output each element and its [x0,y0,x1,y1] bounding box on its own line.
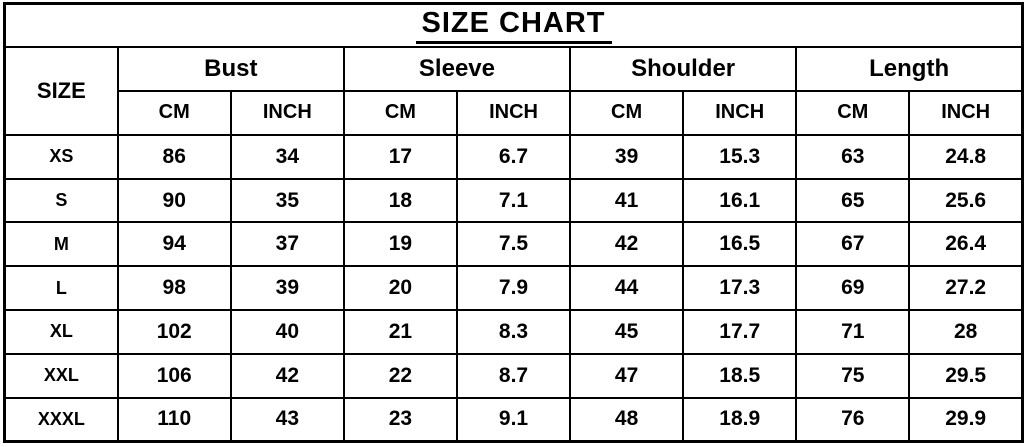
table-cell: 102 [116,309,232,355]
table-row-l: L 98 39 20 7.9 44 17.3 69 27.2 [3,265,1024,312]
table-cell: 21 [342,309,458,355]
table-cell: 7.9 [455,265,572,312]
unit-header-shoulder-inch: INCH [682,90,798,136]
table-cell: 48 [569,396,685,443]
unit-header-bust-inch: INCH [229,90,345,136]
table-cell: 8.7 [455,352,572,399]
table-cell: 37 [229,221,345,268]
table-cell: 94 [116,221,232,268]
table-cell: 28 [908,309,1024,355]
unit-header-length-inch: INCH [908,90,1024,136]
table-cell: 63 [795,133,911,180]
row-size-label: M [3,221,119,268]
row-size-label: XS [3,133,119,180]
table-cell: 34 [229,133,345,180]
unit-header-length-cm: CM [795,90,911,136]
row-size-label: XXXL [3,396,119,443]
table-cell: 18.5 [682,352,798,399]
table-cell: 7.5 [455,221,572,268]
table-row-xxl: XXL 106 42 22 8.7 47 18.5 75 29.5 [3,352,1024,399]
table-cell: 39 [569,133,685,180]
title-row: SIZE CHART [3,2,1024,49]
table-cell: 90 [116,177,232,224]
table-cell: 17.3 [682,265,798,312]
table-cell: 29.5 [908,352,1024,399]
table-cell: 42 [569,221,685,268]
table-cell: 25.6 [908,177,1024,224]
table-cell: 16.1 [682,177,798,224]
row-size-label: L [3,265,119,312]
table-cell: 17.7 [682,309,798,355]
table-cell: 17 [342,133,458,180]
table-row-m: M 94 37 19 7.5 42 16.5 67 26.4 [3,221,1024,268]
unit-header-sleeve-inch: INCH [455,90,572,136]
column-header-size: SIZE [3,46,119,136]
table-cell: 45 [569,309,685,355]
table-cell: 98 [116,265,232,312]
table-cell: 18 [342,177,458,224]
table-cell: 106 [116,352,232,399]
table-cell: 19 [342,221,458,268]
table-cell: 47 [569,352,685,399]
table-cell: 41 [569,177,685,224]
page-title: SIZE CHART [3,2,1024,49]
table-cell: 42 [229,352,345,399]
unit-header-bust-cm: CM [116,90,232,136]
table-cell: 39 [229,265,345,312]
row-size-label: S [3,177,119,224]
size-chart-table: SIZE CHART SIZE Bust Sleeve Shoulder Len… [3,2,1024,443]
table-cell: 71 [795,309,911,355]
page-title-text: SIZE CHART [415,7,612,45]
table-cell: 69 [795,265,911,312]
table-cell: 18.9 [682,396,798,443]
table-cell: 110 [116,396,232,443]
table-cell: 22 [342,352,458,399]
table-row-s: S 90 35 18 7.1 41 16.1 65 25.6 [3,177,1024,224]
table-cell: 29.9 [908,396,1024,443]
table-cell: 40 [229,309,345,355]
column-group-shoulder: Shoulder [569,46,798,93]
table-row-xl: XL 102 40 21 8.3 45 17.7 71 28 [3,309,1024,355]
table-cell: 8.3 [455,309,572,355]
table-cell: 24.8 [908,133,1024,180]
table-cell: 26.4 [908,221,1024,268]
table-cell: 6.7 [455,133,572,180]
table-row-xs: XS 86 34 17 6.7 39 15.3 63 24.8 [3,133,1024,180]
table-cell: 65 [795,177,911,224]
unit-header-shoulder-cm: CM [569,90,685,136]
table-cell: 27.2 [908,265,1024,312]
table-cell: 9.1 [455,396,572,443]
column-group-length: Length [795,46,1024,93]
table-cell: 15.3 [682,133,798,180]
table-cell: 75 [795,352,911,399]
table-cell: 43 [229,396,345,443]
row-size-label: XL [3,309,119,355]
unit-header-row: CM INCH CM INCH CM INCH CM INCH [5,90,1024,136]
row-size-label: XXL [3,352,119,399]
table-cell: 20 [342,265,458,312]
table-cell: 7.1 [455,177,572,224]
table-cell: 67 [795,221,911,268]
table-cell: 23 [342,396,458,443]
column-group-bust: Bust [116,46,345,93]
table-cell: 86 [116,133,232,180]
group-header-row: SIZE Bust Sleeve Shoulder Length [3,46,1024,136]
table-cell: 44 [569,265,685,312]
column-group-sleeve: Sleeve [342,46,572,93]
unit-header-sleeve-cm: CM [342,90,458,136]
table-cell: 35 [229,177,345,224]
table-cell: 76 [795,396,911,443]
table-row-xxxl: XXXL 110 43 23 9.1 48 18.9 76 29.9 [3,396,1024,443]
table-cell: 16.5 [682,221,798,268]
